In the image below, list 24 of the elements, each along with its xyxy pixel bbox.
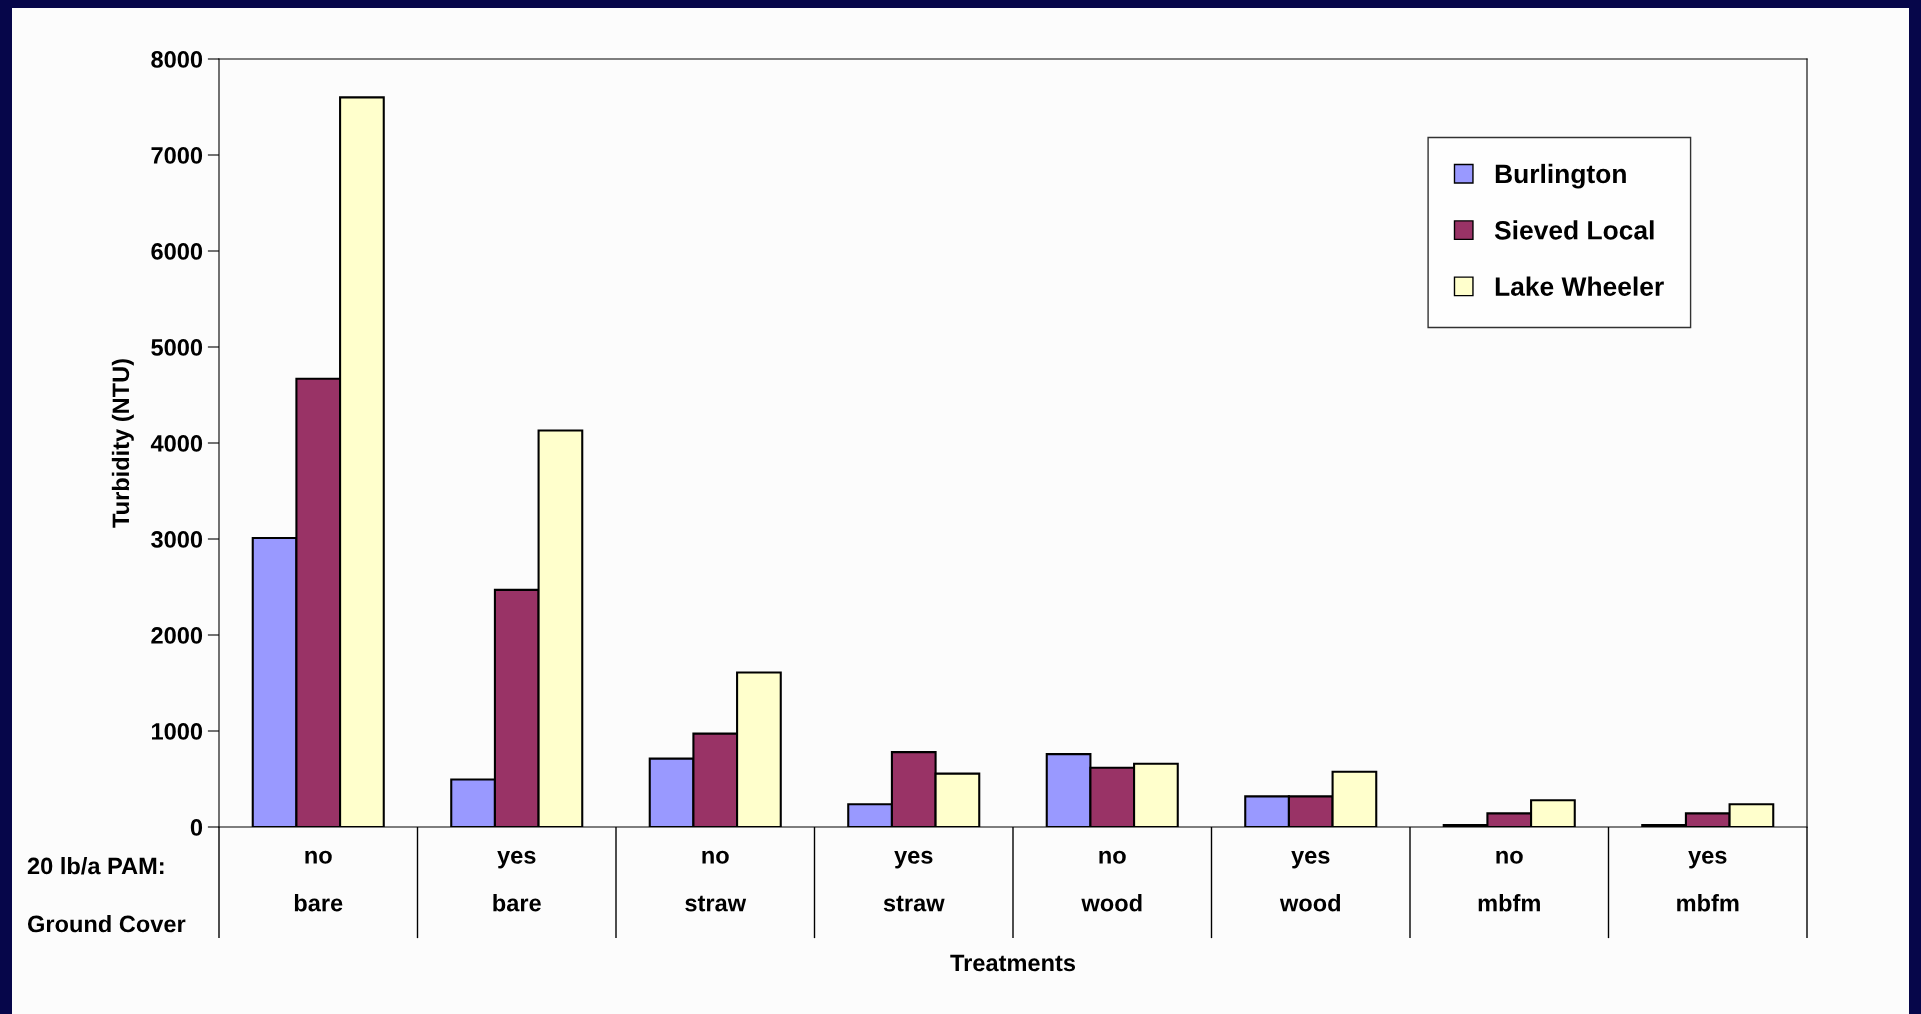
category-label: no straw xyxy=(685,850,747,912)
x-axis-title: Treatments xyxy=(950,954,1076,972)
y-tick-label: 0 xyxy=(190,819,203,836)
text: Ground Cover xyxy=(27,914,186,933)
y-tick-label: 1000 xyxy=(151,723,203,740)
y-tick-label: 3000 xyxy=(151,531,203,548)
y-tick-label: 4000 xyxy=(150,435,203,452)
legend-label: Sieved Local xyxy=(1494,220,1654,240)
x-tick-label: yes mbfm xyxy=(1677,850,1739,912)
category-label: no wood xyxy=(1081,850,1142,912)
y-tick-label: 8000 xyxy=(151,51,203,68)
y-tick-label: 7000 xyxy=(151,147,203,164)
category-label: no bare xyxy=(294,850,343,912)
y-tick-label: 2000 xyxy=(151,627,203,644)
legend-label: Burlington xyxy=(1495,163,1626,189)
x-tick-label: yes straw xyxy=(883,850,945,912)
x-tick-label: yes wood xyxy=(1279,850,1341,912)
y-tick-label: 5000 xyxy=(151,339,203,356)
y-axis-title: Turbidity (NTU) xyxy=(111,359,134,528)
legend-label: Lake Wheeler xyxy=(1495,276,1664,296)
x-tick-label: yes bare xyxy=(493,850,541,912)
category-label: no mbfm xyxy=(1478,850,1540,912)
text: 20 lb/a PAM: xyxy=(27,856,164,875)
y-tick-label: 6000 xyxy=(151,243,203,260)
